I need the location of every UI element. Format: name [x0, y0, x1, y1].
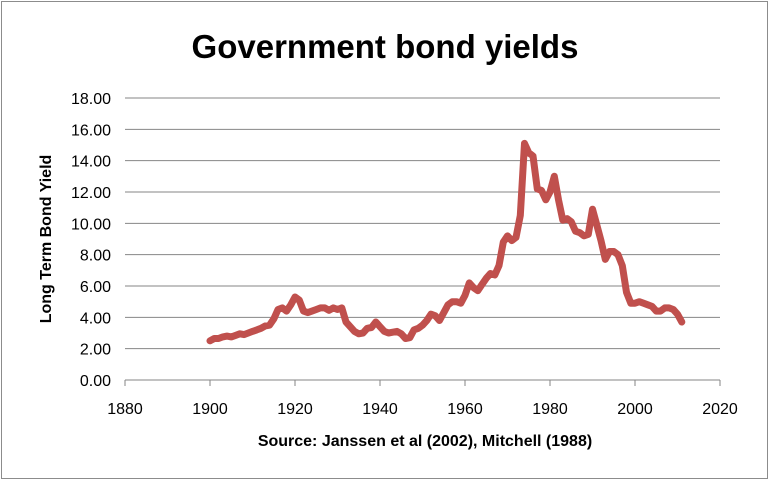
x-tick-label: 1880 [107, 401, 143, 418]
y-tick-label: 6.00 [80, 279, 111, 296]
x-tick-label: 2020 [702, 401, 738, 418]
y-axis-label: Long Term Bond Yield [38, 155, 55, 324]
x-tick-label: 1920 [277, 401, 313, 418]
y-tick-label: 4.00 [80, 310, 111, 327]
y-tick-label: 18.00 [71, 91, 111, 108]
x-tick-label: 1900 [192, 401, 228, 418]
y-tick-label: 8.00 [80, 248, 111, 265]
y-tick-label: 0.00 [80, 373, 111, 390]
x-axis-ticks: 1880 1900 1920 1940 1960 1980 2000 2020 [107, 380, 738, 418]
y-tick-label: 2.00 [80, 342, 111, 359]
x-tick-label: 1980 [532, 401, 568, 418]
y-tick-label: 12.00 [71, 185, 111, 202]
chart-title: Government bond yields [192, 28, 579, 65]
y-axis-ticks: 0.00 2.00 4.00 6.00 8.00 10.00 12.00 14.00 16.00… [71, 91, 111, 390]
x-tick-label: 1940 [362, 401, 398, 418]
x-tick-label: 1960 [447, 401, 483, 418]
y-tick-label: 16.00 [71, 122, 111, 139]
x-tick-label: 2000 [617, 401, 653, 418]
y-tick-label: 10.00 [71, 216, 111, 233]
x-axis-label: Source: Janssen et al (2002), Mitchell (… [258, 433, 592, 450]
series-line [206, 139, 686, 345]
gridlines [125, 97, 720, 350]
y-tick-label: 14.00 [71, 154, 111, 171]
